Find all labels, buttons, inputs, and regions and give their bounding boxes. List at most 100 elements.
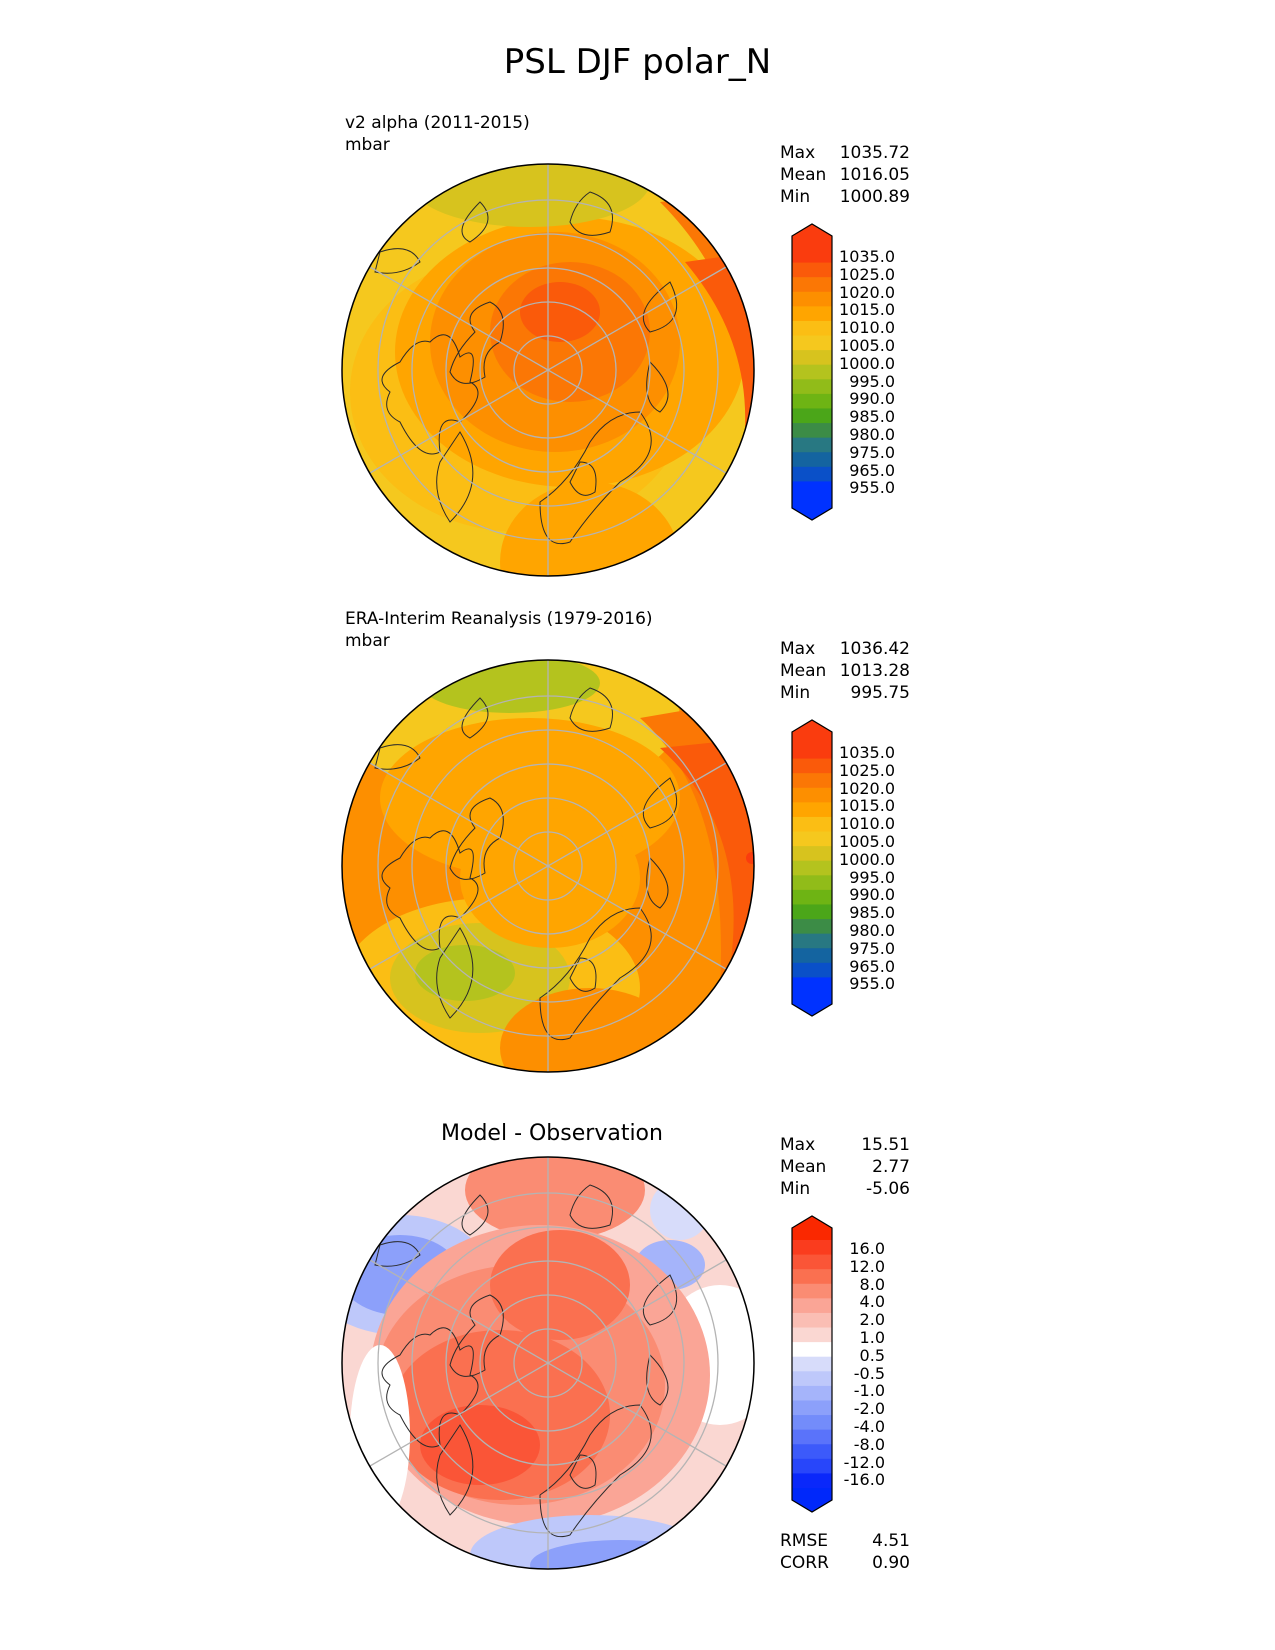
stat-label: Mean bbox=[780, 1157, 827, 1177]
colorbar-segment bbox=[792, 1400, 832, 1416]
colorbar-tick-label: 1000.0 bbox=[839, 849, 895, 869]
colorbar-extend-bottom bbox=[792, 496, 832, 520]
colorbar-tick-label: 1010.0 bbox=[839, 814, 895, 834]
colorbar-tick-label: 975.0 bbox=[849, 442, 895, 462]
colorbar-segment bbox=[792, 1298, 832, 1314]
colorbar-tick-label: 1015.0 bbox=[839, 300, 895, 320]
panel-3-title: Model - Observation bbox=[441, 1121, 663, 1146]
panel-1-title: v2 alpha (2011-2015) mbar bbox=[345, 112, 530, 156]
colorbar-segment bbox=[792, 919, 832, 935]
colorbar-tick-label: -12.0 bbox=[843, 1452, 885, 1472]
colorbar-segment bbox=[792, 933, 832, 949]
colorbar-segment bbox=[792, 846, 832, 862]
colorbar-tick-label: 1000.0 bbox=[839, 353, 895, 373]
colorbar-segment bbox=[792, 320, 832, 337]
colorbar-tick-label: 1020.0 bbox=[839, 282, 895, 302]
colorbar-segment bbox=[792, 1283, 832, 1299]
colorbar-tick-label: -2.0 bbox=[853, 1399, 885, 1419]
colorbar-tick-label: 1025.0 bbox=[839, 264, 895, 284]
stat-value: 1013.28 bbox=[839, 661, 910, 681]
colorbar-tick-label: 985.0 bbox=[849, 407, 895, 427]
panel-3-colorbar-labels: 16.0 12.0 8.0 4.0 2.0 1.0 0.5 -0.5 -1.0 … bbox=[825, 1240, 885, 1489]
panel-1-title-line1: v2 alpha (2011-2015) bbox=[345, 113, 530, 133]
metric-value: 0.90 bbox=[872, 1553, 910, 1573]
colorbar-segment bbox=[792, 875, 832, 891]
colorbar-extend-top bbox=[792, 1216, 832, 1240]
colorbar-tick-label: 975.0 bbox=[849, 938, 895, 958]
metric-label: CORR bbox=[780, 1553, 829, 1573]
colorbar-segment bbox=[792, 481, 832, 497]
colorbar-segment bbox=[792, 1429, 832, 1445]
colorbar-segment bbox=[792, 773, 832, 789]
colorbar-tick-label: 12.0 bbox=[849, 1256, 885, 1276]
panel-1-colorbar-labels: 1035.0 1025.0 1020.0 1015.0 1010.0 1005.… bbox=[825, 248, 895, 497]
colorbar-tick-label: -16.0 bbox=[843, 1470, 885, 1490]
figure-title: PSL DJF polar_N bbox=[503, 42, 772, 82]
colorbar-segment bbox=[792, 1342, 832, 1358]
colorbar-segment bbox=[792, 437, 832, 453]
colorbar-tick-label: 990.0 bbox=[849, 389, 895, 409]
panel-3-stats: Max 15.51 Mean 2.77 Min -5.06 bbox=[780, 1134, 910, 1200]
colorbar-segment bbox=[792, 860, 832, 876]
colorbar-segment bbox=[792, 1269, 832, 1285]
metric-label: RMSE bbox=[780, 1531, 829, 1551]
panel-1-graticule bbox=[369, 164, 727, 576]
stat-label: Max bbox=[780, 639, 816, 659]
stat-value: 1016.05 bbox=[839, 165, 910, 185]
stat-value: 1035.72 bbox=[839, 143, 910, 163]
colorbar-segment bbox=[792, 948, 832, 964]
colorbar-segment bbox=[792, 291, 832, 307]
colorbar-tick-label: 965.0 bbox=[849, 460, 895, 480]
colorbar-tick-label: 990.0 bbox=[849, 885, 895, 905]
panel-3-metrics: RMSE 4.51 CORR 0.90 bbox=[780, 1530, 910, 1574]
colorbar-tick-label: -8.0 bbox=[853, 1434, 885, 1454]
panel-2-polar-map bbox=[341, 659, 755, 1073]
stat-label: Max bbox=[780, 143, 816, 163]
colorbar-segment bbox=[792, 787, 832, 803]
stat-value: 1036.42 bbox=[839, 639, 910, 659]
colorbar-segment bbox=[792, 1415, 832, 1431]
colorbar-segment bbox=[792, 350, 832, 366]
colorbar-tick-label: -4.0 bbox=[853, 1416, 885, 1436]
colorbar-tick-label: 1035.0 bbox=[839, 743, 895, 762]
colorbar-segment bbox=[792, 306, 832, 322]
colorbar-segment bbox=[792, 744, 832, 760]
colorbar-segment bbox=[792, 248, 832, 264]
colorbar-tick-label: -1.0 bbox=[853, 1381, 885, 1401]
colorbar-tick-label: 965.0 bbox=[849, 956, 895, 976]
colorbar-tick-label: 955.0 bbox=[849, 974, 895, 994]
colorbar-tick-label: 1025.0 bbox=[839, 760, 895, 780]
stat-label: Mean bbox=[780, 661, 827, 681]
colorbar-segment bbox=[792, 393, 832, 409]
panel-2-colorbar-labels: 1035.0 1025.0 1020.0 1015.0 1010.0 1005.… bbox=[825, 744, 895, 993]
colorbar-tick-label: 995.0 bbox=[849, 867, 895, 887]
colorbar-segment bbox=[792, 977, 832, 993]
colorbar-tick-label: 4.0 bbox=[859, 1292, 885, 1312]
panel-1-units: mbar bbox=[345, 135, 390, 155]
panel-1-map-boundary bbox=[341, 163, 755, 577]
colorbar-segment bbox=[792, 758, 832, 774]
colorbar-segment bbox=[792, 1473, 832, 1489]
colorbar-segment bbox=[792, 816, 832, 833]
colorbar-segment bbox=[792, 423, 832, 439]
panel-3-graticule bbox=[369, 1157, 727, 1569]
colorbar-segment bbox=[792, 408, 832, 424]
colorbar-segment bbox=[792, 1312, 832, 1329]
colorbar-segment bbox=[792, 1240, 832, 1256]
colorbar-tick-label: 980.0 bbox=[849, 920, 895, 940]
stat-label: Min bbox=[780, 187, 811, 207]
colorbar-segment bbox=[792, 1458, 832, 1474]
colorbar-segment bbox=[792, 962, 832, 978]
colorbar-extend-top bbox=[792, 720, 832, 744]
colorbar-segment bbox=[792, 1371, 832, 1387]
colorbar-extend-top bbox=[792, 224, 832, 248]
colorbar-outline bbox=[791, 719, 833, 1017]
panel-3-colorbar bbox=[791, 1215, 833, 1513]
stat-label: Mean bbox=[780, 165, 827, 185]
stat-label: Max bbox=[780, 1135, 816, 1155]
colorbar-segment bbox=[792, 262, 832, 278]
colorbar-segment bbox=[792, 452, 832, 468]
colorbar-segment bbox=[792, 889, 832, 905]
colorbar-tick-label: 985.0 bbox=[849, 903, 895, 923]
colorbar-tick-label: 0.5 bbox=[859, 1345, 885, 1365]
